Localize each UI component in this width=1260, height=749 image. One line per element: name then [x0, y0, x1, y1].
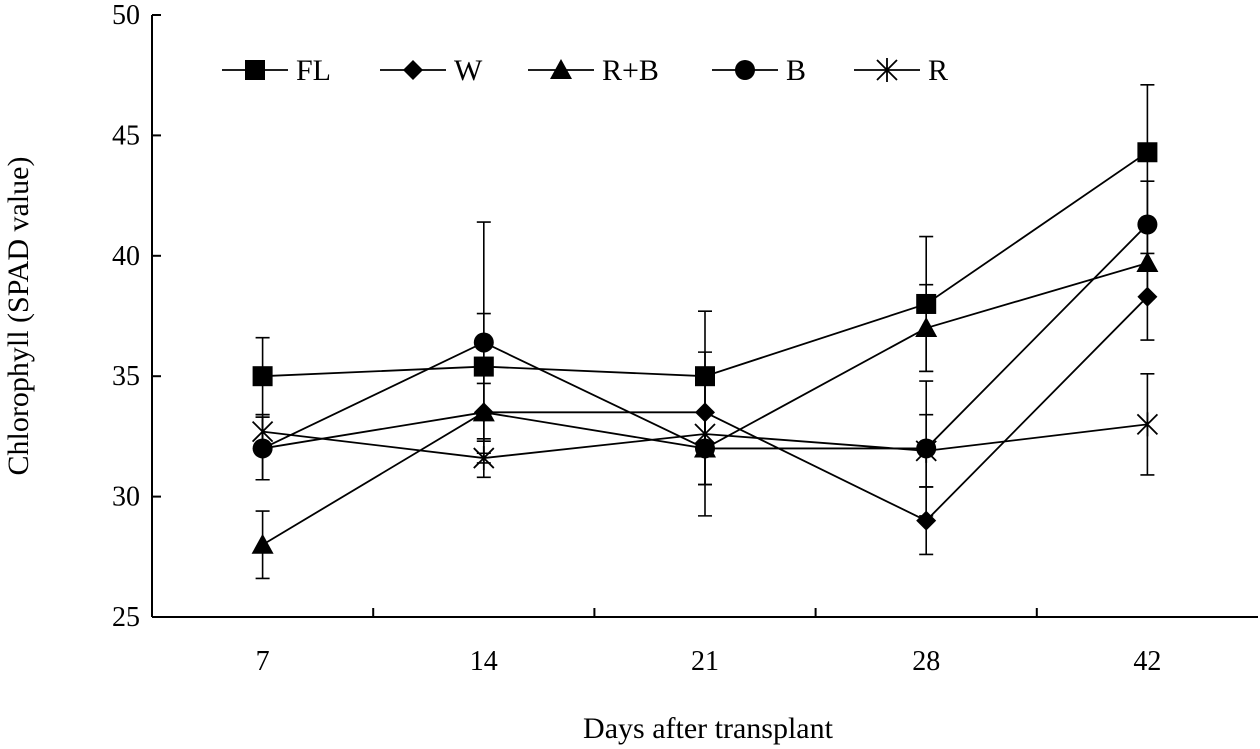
legend-label-r-b: R+B — [602, 54, 659, 87]
legend-item-r: R — [854, 54, 948, 87]
x-tick-label: 28 — [912, 646, 940, 677]
point-r — [473, 446, 495, 471]
point-r-b — [915, 317, 938, 338]
legend-marker-r-b — [550, 59, 572, 79]
y-tick-label: 30 — [112, 482, 140, 513]
point-b — [473, 332, 494, 353]
legend-item-fl: FL — [222, 54, 331, 87]
y-tick-label: 45 — [112, 120, 140, 151]
legend-item-b: B — [712, 54, 806, 87]
legend-marker-b — [735, 60, 755, 80]
point-r — [915, 438, 937, 463]
legend-marker-r — [876, 58, 898, 82]
legend-label-fl: FL — [296, 54, 331, 87]
x-axis-title: Days after transplant — [583, 712, 834, 745]
point-b — [1137, 214, 1158, 235]
y-tick-label: 35 — [112, 361, 140, 392]
legend-marker-w — [403, 60, 423, 80]
x-tick-label: 42 — [1133, 646, 1161, 677]
x-tick-label: 14 — [470, 646, 498, 677]
y-axis-title: Chlorophyll (SPAD value) — [2, 157, 35, 476]
axes: 25 30 35 40 45 50 7 14 21 28 42 — [112, 0, 1258, 677]
point-fl — [1137, 142, 1158, 163]
point-r — [1136, 412, 1159, 437]
y-tick-label: 25 — [112, 602, 140, 633]
legend-item-w: W — [380, 54, 483, 87]
point-r — [251, 419, 274, 444]
x-tick-label: 7 — [256, 646, 270, 677]
legend-label-b: B — [786, 54, 806, 87]
point-r — [694, 421, 716, 446]
y-tick-label: 40 — [112, 241, 140, 272]
x-tick-label: 21 — [691, 646, 719, 677]
legend-label-w: W — [454, 54, 483, 87]
legend-item-r-b: R+B — [528, 54, 659, 87]
legend-label-r: R — [928, 54, 948, 87]
point-fl — [252, 366, 273, 387]
legend: FL W R+B B R — [222, 54, 948, 87]
y-tick-label: 50 — [112, 0, 140, 31]
legend-marker-fl — [245, 60, 265, 80]
series-r — [251, 351, 1159, 517]
point-r-b — [251, 533, 274, 554]
series-layer — [251, 84, 1159, 580]
